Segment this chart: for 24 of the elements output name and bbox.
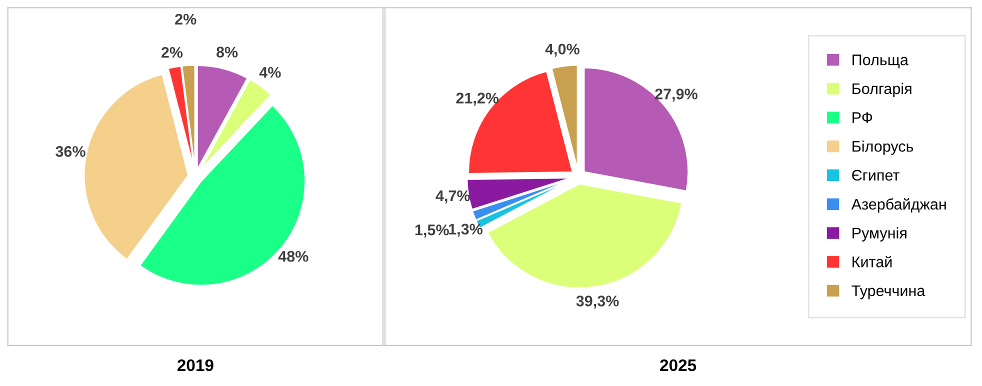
data-label: 27,9% — [655, 88, 698, 102]
data-label: 2% — [175, 14, 196, 25]
data-label: 36% — [56, 146, 86, 157]
legend-label: Єгипет — [852, 170, 900, 181]
legend-label: Польща — [852, 54, 908, 68]
legend-label: Румунія — [852, 227, 906, 242]
data-label: 2% — [161, 47, 183, 58]
data-label: 8% — [216, 46, 238, 58]
data-label: 1,5% — [415, 224, 449, 238]
data-label: 21,2% — [456, 92, 499, 106]
data-label: 39,3% — [576, 296, 619, 309]
legend-label: Болгарія — [852, 82, 912, 98]
data-label: 48% — [278, 250, 308, 262]
data-label: 4,7% — [436, 190, 470, 204]
text: 2025 — [660, 359, 696, 372]
legend-label: Білорусь — [852, 140, 914, 155]
data-label: 4% — [259, 67, 281, 78]
legend-label: Туреччина — [852, 286, 926, 300]
legend-label: Китай — [852, 256, 892, 268]
data-label: 1,3% — [449, 224, 483, 237]
text: 2019 — [177, 359, 214, 372]
legend-label: Азербайджан — [851, 198, 946, 213]
legend-label: РФ — [852, 112, 872, 123]
data-label: 4,0% — [545, 44, 580, 57]
